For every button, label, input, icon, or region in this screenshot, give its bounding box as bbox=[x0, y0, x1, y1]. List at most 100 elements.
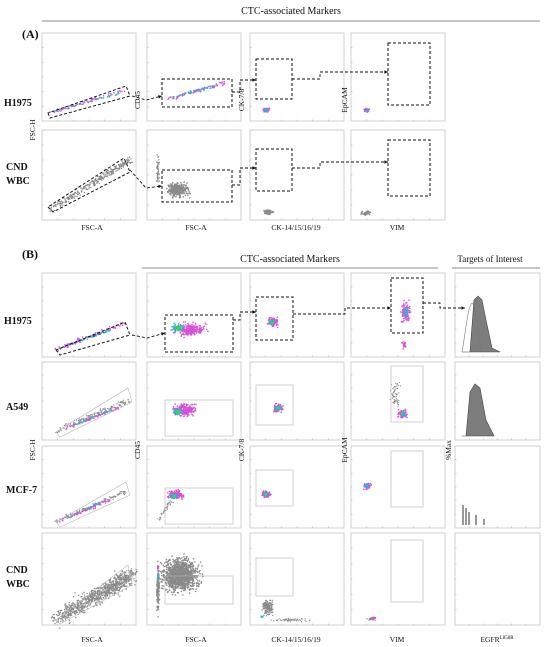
event-dot bbox=[365, 107, 367, 110]
event-dot bbox=[405, 315, 407, 317]
event-dot bbox=[193, 333, 196, 336]
gate-b-cd45-h1975 bbox=[164, 314, 234, 353]
event-dot bbox=[172, 411, 175, 414]
event-dot bbox=[52, 614, 54, 616]
event-dot bbox=[118, 165, 121, 168]
event-dot bbox=[172, 407, 175, 410]
event-dot bbox=[168, 495, 170, 497]
event-dot bbox=[101, 589, 104, 591]
event-dot bbox=[115, 582, 117, 585]
event-dot bbox=[105, 587, 107, 589]
event-dot bbox=[362, 213, 365, 215]
event-dot bbox=[163, 510, 165, 512]
event-dot bbox=[79, 194, 81, 196]
event-dot bbox=[189, 192, 191, 195]
event-dot bbox=[78, 594, 80, 596]
event-dot bbox=[183, 403, 186, 406]
panel-b-plot-r2-c0 bbox=[41, 445, 137, 529]
event-dot bbox=[76, 195, 78, 198]
panel-a-xlabel-vim: VIM bbox=[390, 223, 405, 232]
event-dot bbox=[364, 484, 366, 487]
event-dot bbox=[97, 98, 100, 100]
event-dot bbox=[156, 176, 159, 179]
event-dot bbox=[189, 91, 192, 94]
event-dot bbox=[195, 332, 198, 334]
event-dot bbox=[53, 209, 55, 212]
event-dot bbox=[60, 620, 62, 623]
event-dot bbox=[176, 96, 178, 99]
panel-a-plot-r0-c1 bbox=[146, 32, 242, 122]
event-dot bbox=[94, 180, 96, 183]
event-dot bbox=[98, 333, 101, 335]
event-dot bbox=[112, 171, 114, 174]
event-dot bbox=[182, 415, 185, 418]
event-dot bbox=[397, 406, 399, 408]
event-dot bbox=[65, 201, 67, 204]
event-dot bbox=[68, 616, 70, 619]
event-dot bbox=[186, 407, 188, 410]
event-dot bbox=[70, 424, 73, 427]
event-dot bbox=[102, 501, 104, 504]
event-dot bbox=[107, 500, 110, 503]
event-dot bbox=[134, 584, 136, 586]
event-dot bbox=[187, 328, 190, 330]
event-dot bbox=[65, 427, 68, 430]
event-dot bbox=[78, 192, 80, 194]
event-dot bbox=[103, 585, 106, 588]
panel-b-row-h1975: H1975 bbox=[4, 316, 32, 327]
event-dot bbox=[186, 325, 189, 327]
event-dot bbox=[89, 416, 92, 418]
event-dot bbox=[401, 413, 403, 416]
event-dot bbox=[87, 603, 90, 605]
event-dot bbox=[114, 591, 116, 593]
event-dot bbox=[108, 408, 110, 410]
event-dot bbox=[97, 414, 100, 417]
event-dot bbox=[404, 345, 406, 347]
event-dot bbox=[126, 576, 128, 579]
event-dot bbox=[186, 192, 188, 195]
event-dot bbox=[182, 321, 185, 323]
event-dot bbox=[167, 191, 169, 194]
event-dot bbox=[80, 608, 83, 611]
gate-b-fsc-h1975 bbox=[55, 321, 131, 356]
event-dot bbox=[115, 170, 117, 172]
panel-a-row-h1975: H1975 bbox=[4, 98, 32, 109]
event-dot bbox=[126, 161, 128, 163]
event-dot bbox=[81, 602, 83, 604]
event-dot bbox=[56, 204, 58, 206]
event-dot bbox=[397, 403, 399, 406]
event-dot bbox=[91, 597, 93, 600]
event-dot bbox=[365, 109, 368, 112]
event-dot bbox=[125, 579, 127, 581]
event-dot bbox=[73, 421, 75, 424]
event-dot bbox=[96, 503, 99, 506]
event-dot bbox=[207, 330, 209, 333]
event-dot bbox=[156, 154, 158, 156]
event-dot bbox=[98, 590, 100, 592]
event-dot bbox=[409, 311, 412, 314]
event-dot bbox=[64, 106, 66, 108]
event-dot bbox=[111, 585, 114, 588]
event-dot bbox=[109, 174, 111, 176]
event-dot bbox=[188, 331, 190, 334]
event-dot bbox=[104, 500, 106, 503]
event-dot bbox=[397, 384, 399, 386]
event-dot bbox=[90, 186, 92, 189]
event-dot bbox=[92, 507, 95, 510]
event-dot bbox=[175, 193, 178, 196]
event-dot bbox=[168, 501, 170, 504]
event-dot bbox=[93, 179, 96, 181]
event-dot bbox=[134, 573, 136, 575]
event-dot bbox=[205, 328, 208, 331]
event-dot bbox=[105, 172, 107, 174]
event-dot bbox=[169, 185, 171, 187]
event-dot bbox=[88, 602, 90, 604]
event-dot bbox=[196, 88, 199, 91]
event-dot bbox=[69, 612, 71, 614]
arrow-a-4-head bbox=[158, 184, 162, 189]
panel-a-ylabel-ck78: CK-7/8 bbox=[237, 89, 246, 112]
event-dot bbox=[392, 388, 394, 390]
event-dot bbox=[114, 94, 117, 97]
event-dot bbox=[393, 395, 395, 397]
event-dot bbox=[94, 332, 97, 334]
